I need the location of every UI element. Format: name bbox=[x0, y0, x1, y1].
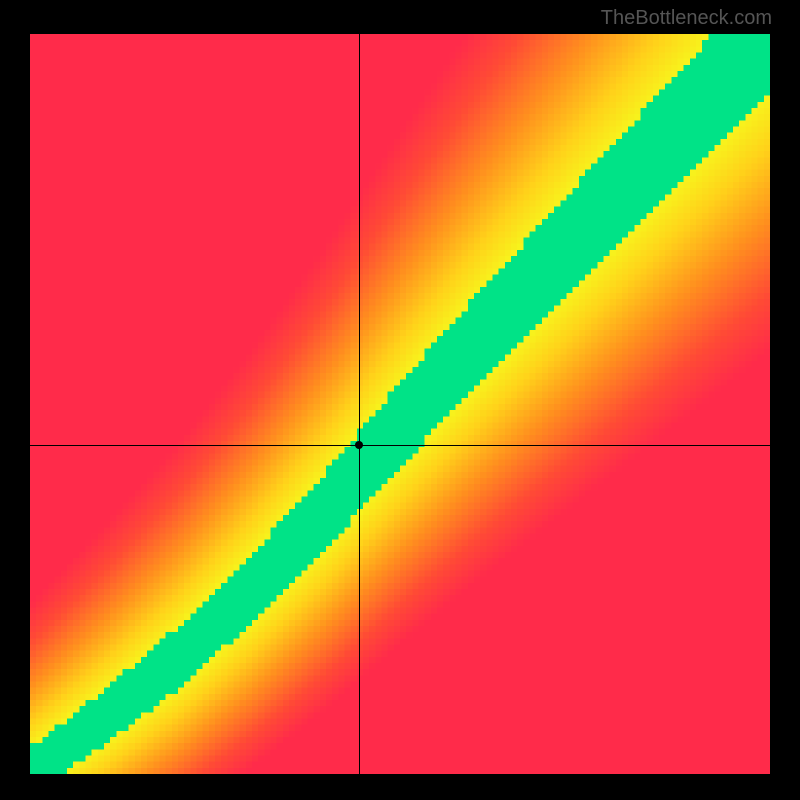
chart-container: TheBottleneck.com bbox=[0, 0, 800, 800]
crosshair-horizontal bbox=[30, 445, 770, 446]
heatmap-canvas bbox=[30, 34, 770, 774]
crosshair-vertical bbox=[359, 34, 360, 774]
crosshair-marker bbox=[355, 441, 363, 449]
watermark-text: TheBottleneck.com bbox=[601, 7, 772, 30]
plot-area bbox=[30, 34, 770, 774]
